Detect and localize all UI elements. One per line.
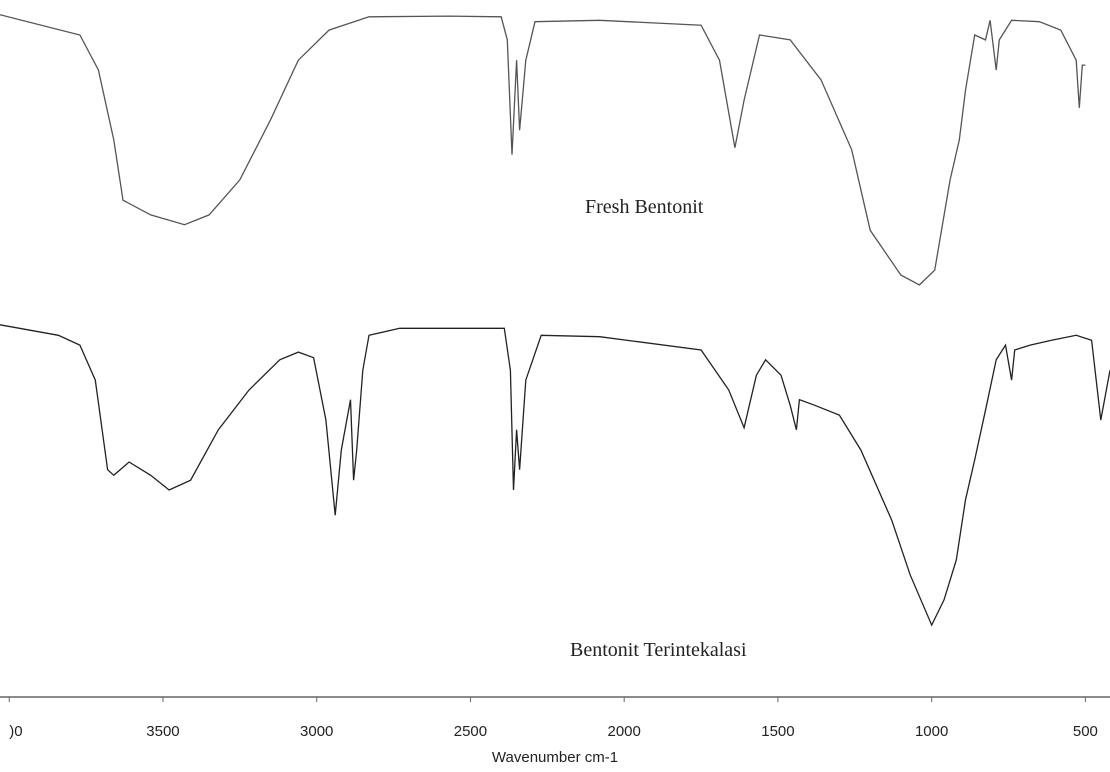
x-tick-label: 2000 [607,723,640,740]
x-tick-label: 500 [1073,723,1098,740]
x-tick-label: 1000 [915,723,948,740]
series-label: Bentonit Terintekalasi [570,639,747,661]
x-tick-label: )0 [9,723,22,740]
spectrum-line [0,324,1110,627]
x-tick-label: 3500 [146,723,179,740]
x-tick-label: 1500 [761,723,794,740]
x-tick-label: 2500 [454,723,487,740]
x-tick-label: 3000 [300,723,333,740]
spectrum-line [0,14,1086,286]
series-label: Fresh Bentonit [585,196,704,218]
x-axis-label: Wavenumber cm-1 [492,749,618,766]
